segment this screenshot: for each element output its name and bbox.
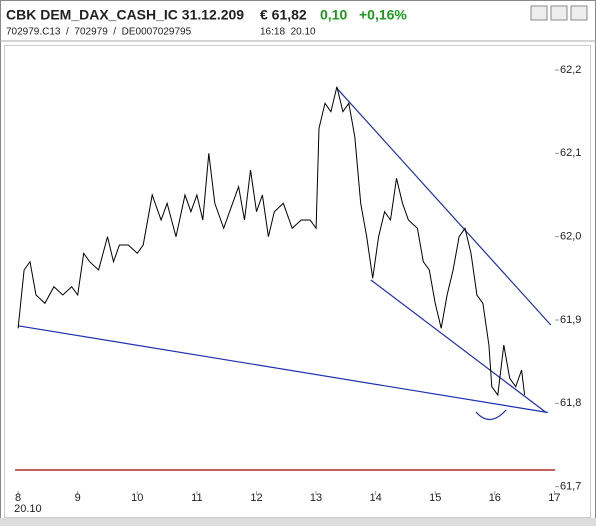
change: 0,10 xyxy=(320,7,347,23)
y-tick-label: 61,7 xyxy=(560,481,581,493)
y-tick-label: 62,0 xyxy=(560,231,581,243)
codes: 702979.C13 / 702979 / DE0007029795 xyxy=(6,27,192,38)
x-tick-label: 15 xyxy=(429,492,441,504)
trend-line xyxy=(336,87,552,326)
x-tick-label: 10 xyxy=(131,492,143,504)
x-tick-label: 12 xyxy=(250,492,262,504)
x-tick-label: 8 xyxy=(15,492,21,504)
x-date-label: 20.10 xyxy=(14,503,42,515)
change-pct: +0,16% xyxy=(359,7,407,23)
plot-frame xyxy=(4,45,591,518)
instrument-title: CBK DEM_DAX_CASH_IC 31.12.209 xyxy=(6,7,244,23)
table-icon[interactable] xyxy=(570,5,588,21)
y-tick-label: 62,1 xyxy=(560,147,581,159)
x-tick-label: 16 xyxy=(489,492,501,504)
x-tick-label: 17 xyxy=(548,492,560,504)
y-tick-label: 61,8 xyxy=(560,397,581,409)
trend-line xyxy=(18,325,548,414)
price: € 61,82 xyxy=(260,7,307,23)
x-tick-label: 13 xyxy=(310,492,322,504)
scrollbar[interactable] xyxy=(0,518,596,526)
y-tick-label: 62,2 xyxy=(560,64,581,76)
x-tick-label: 11 xyxy=(191,492,202,504)
news-icon[interactable] xyxy=(550,5,568,21)
trend-line xyxy=(370,279,547,413)
x-tick-label: 14 xyxy=(370,492,382,504)
x-tick-label: 9 xyxy=(75,492,81,504)
y-tick-label: 61,9 xyxy=(560,314,581,326)
chart-icon[interactable] xyxy=(530,5,548,21)
hand-drawn-mark xyxy=(475,409,507,421)
time: 16:18 20.10 xyxy=(260,27,316,38)
price-line xyxy=(17,86,526,397)
